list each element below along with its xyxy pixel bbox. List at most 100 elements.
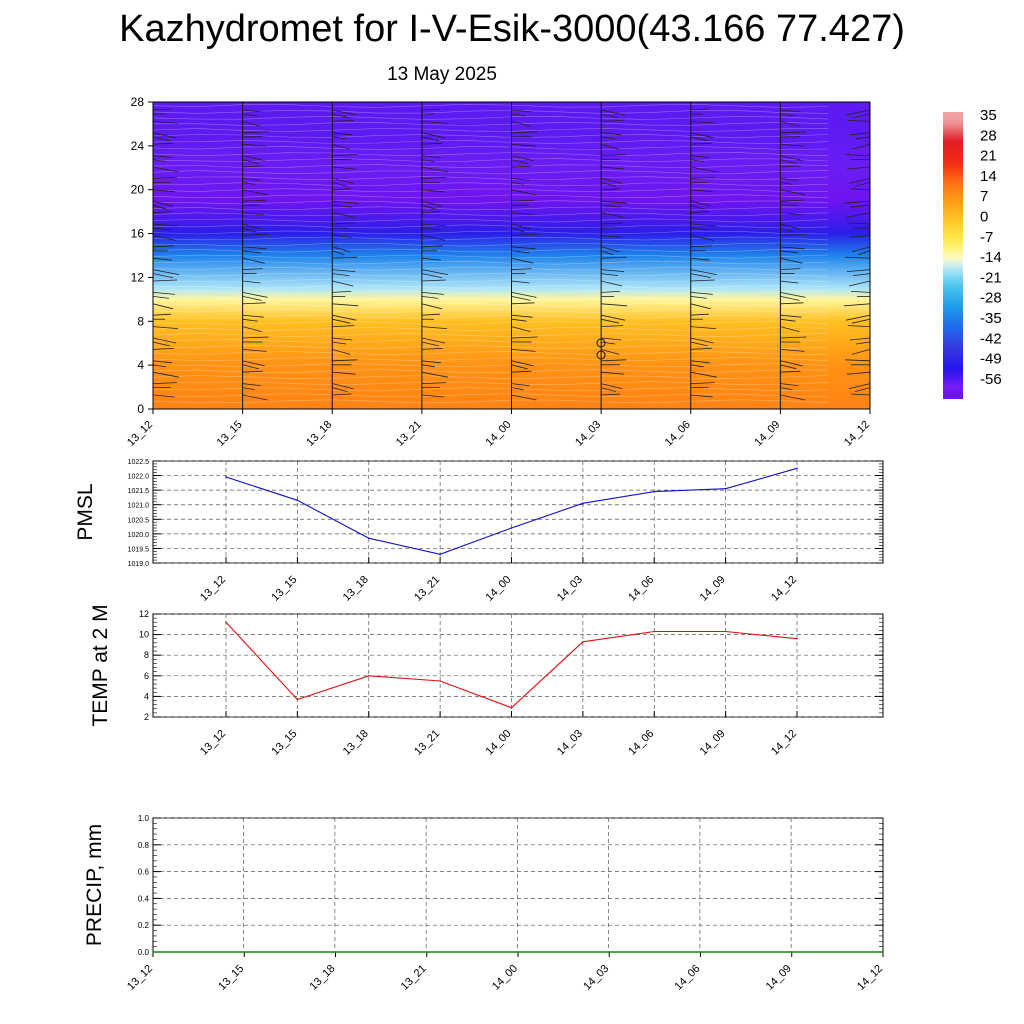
wind-barb (332, 371, 356, 375)
wind-barb (848, 178, 871, 184)
contour-line (152, 260, 829, 265)
wind-barb (152, 279, 178, 282)
x-tick-label: 14_12 (769, 574, 799, 604)
wind-barb (511, 383, 530, 386)
colorbar-label: 35 (980, 107, 997, 124)
wind-barb (421, 360, 441, 364)
wind-barb (242, 314, 264, 318)
data-point (225, 476, 227, 478)
wind-barb (152, 235, 177, 241)
wind-barb (780, 349, 805, 352)
wind-barb (421, 121, 447, 124)
wind-barb (332, 154, 358, 156)
wind-barb (854, 182, 871, 187)
x-tick-label: 14_09 (698, 574, 728, 604)
y-tick-label: 1.0 (138, 814, 150, 823)
wind-barb (601, 246, 620, 253)
wind-barb (690, 142, 712, 145)
wind-barb (690, 200, 711, 207)
wind-barb (421, 211, 440, 213)
wind-barb (690, 257, 710, 261)
data-point (724, 487, 727, 490)
wind-barb (421, 348, 443, 350)
y-tick-label: 4 (144, 691, 149, 701)
wind-barb (421, 204, 436, 210)
y-tick-label: 12 (131, 270, 145, 284)
contour-line (152, 393, 829, 398)
wind-barb (690, 326, 716, 329)
wind-barb (242, 387, 255, 390)
wind-barb (152, 292, 176, 295)
colorbar (943, 112, 963, 399)
wind-barb (152, 313, 172, 316)
x-tick-label: 13_21 (399, 963, 429, 993)
wind-barb (242, 113, 258, 117)
wind-barb (242, 318, 258, 322)
wind-barb (152, 303, 174, 310)
wind-barb (690, 279, 715, 282)
wind-barb (421, 394, 444, 398)
wind-barb (780, 314, 802, 318)
plot-frame (152, 817, 884, 953)
x-tick-label: 13_21 (394, 419, 424, 449)
wind-barb (242, 121, 262, 127)
x-tick-label: 14_03 (555, 728, 585, 758)
x-tick-label: 14_06 (663, 419, 693, 449)
contour-line (152, 236, 829, 241)
contour-line (152, 242, 829, 247)
data-point (510, 527, 513, 529)
contour-line (152, 188, 829, 193)
wind-barb (780, 360, 803, 367)
x-tick-label: 14_00 (484, 574, 514, 604)
wind-barb (242, 257, 265, 264)
wind-barb (780, 268, 801, 270)
data-point (439, 553, 441, 556)
wind-barb (847, 325, 871, 327)
x-tick-label: 14_06 (626, 574, 656, 604)
wind-barb (152, 348, 175, 350)
wind-barb (421, 159, 435, 162)
wind-barb (511, 234, 538, 236)
wind-barb (601, 291, 621, 293)
wind-barb (601, 200, 628, 204)
contour-line (152, 284, 829, 289)
wind-barb (851, 143, 871, 150)
wind-barb (152, 371, 180, 378)
wind-barb (242, 246, 267, 250)
colorbar-label: -35 (980, 310, 1002, 327)
x-tick-label: 13_12 (125, 419, 155, 449)
wind-barb (690, 121, 716, 124)
wind-barb (511, 227, 525, 233)
wind-barb (780, 296, 800, 301)
data-point (796, 467, 798, 470)
wind-barb (780, 292, 806, 298)
colorbar-label: 21 (980, 148, 997, 165)
y-tick-label: 0.0 (138, 948, 150, 957)
wind-barb (690, 303, 711, 310)
wind-barb (601, 337, 622, 341)
wind-barb (780, 189, 806, 196)
wind-barb (849, 132, 871, 136)
wind-barb (851, 318, 871, 324)
wind-barb (843, 200, 871, 204)
x-tick-label: 13_15 (216, 963, 246, 993)
wind-barb (421, 200, 442, 207)
contour-line (152, 254, 829, 259)
wind-barb (511, 182, 524, 185)
wind-barb (511, 199, 535, 202)
wind-barb (242, 159, 259, 164)
wind-barb (332, 204, 353, 208)
y-tick-label: 8 (137, 314, 144, 328)
contour-line (152, 109, 829, 114)
colorbar-label: 0 (980, 209, 988, 226)
contour-line (152, 327, 829, 331)
wind-barb (690, 155, 710, 158)
wind-barb (242, 178, 261, 181)
wind-barb (601, 212, 626, 218)
wind-barb (332, 303, 359, 307)
wind-barb (846, 166, 871, 170)
wind-barb (152, 155, 173, 158)
y-tick-label: 0.6 (138, 868, 150, 877)
wind-barb (690, 108, 709, 111)
y-tick-label: 1021.5 (128, 488, 150, 495)
